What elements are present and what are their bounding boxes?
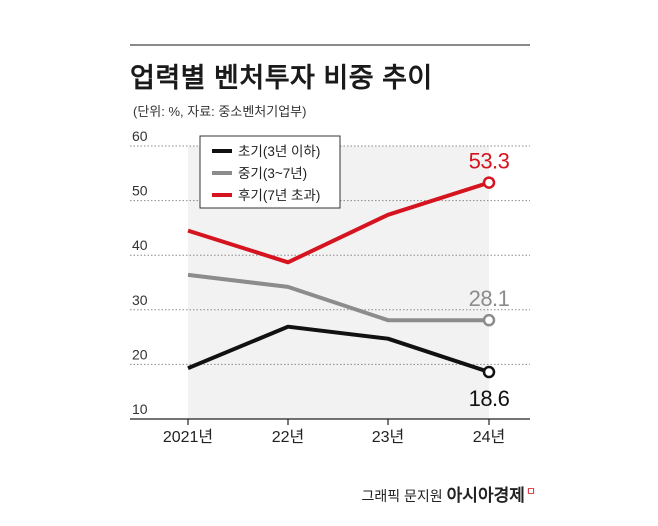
xtick-label: 24년 xyxy=(473,428,506,446)
data-label-1: 28.1 xyxy=(469,286,510,311)
xtick-label: 2021년 xyxy=(163,428,213,446)
series-line-2 xyxy=(187,180,490,265)
legend-label-1: 중기(3~7년) xyxy=(238,166,307,181)
series-line-1 xyxy=(187,272,489,323)
xtick-label: 23년 xyxy=(372,428,405,446)
xtick-label: 22년 xyxy=(272,428,305,446)
ytick-label-30: 30 xyxy=(132,292,148,308)
ytick-label-60: 60 xyxy=(132,128,148,144)
series-end-point-1 xyxy=(482,313,496,327)
legend-label-2: 후기(7년 초과) xyxy=(238,188,320,203)
chart-title: 업력별 벤처투자 비중 추이 xyxy=(130,63,433,93)
series-end-point-2 xyxy=(482,176,496,189)
credit: 그래픽 문지원 아시아경제ㅁ xyxy=(362,481,537,506)
series-end-point-0 xyxy=(482,365,496,379)
ytick-label-40: 40 xyxy=(132,237,148,253)
legend: 초기(3년 이하) 중기(3~7년) 후기(7년 초과) xyxy=(199,135,341,209)
ytick-label-50: 50 xyxy=(132,183,148,199)
ytick-label-10: 10 xyxy=(132,401,148,417)
brand-mark-icon: ㅁ xyxy=(525,486,536,499)
top-rule xyxy=(130,44,530,46)
series-line-0 xyxy=(187,324,490,374)
data-label-2: 53.3 xyxy=(469,149,510,174)
chart-subtitle: (단위: %, 자료: 중소벤처기업부) xyxy=(133,104,307,119)
ytick-label-20: 20 xyxy=(132,346,148,362)
legend-label-0: 초기(3년 이하) xyxy=(238,144,320,159)
data-label-0: 18.6 xyxy=(469,386,510,411)
brand-logo: 아시아경제 xyxy=(446,486,525,505)
credit-author: 그래픽 문지원 xyxy=(361,488,443,504)
